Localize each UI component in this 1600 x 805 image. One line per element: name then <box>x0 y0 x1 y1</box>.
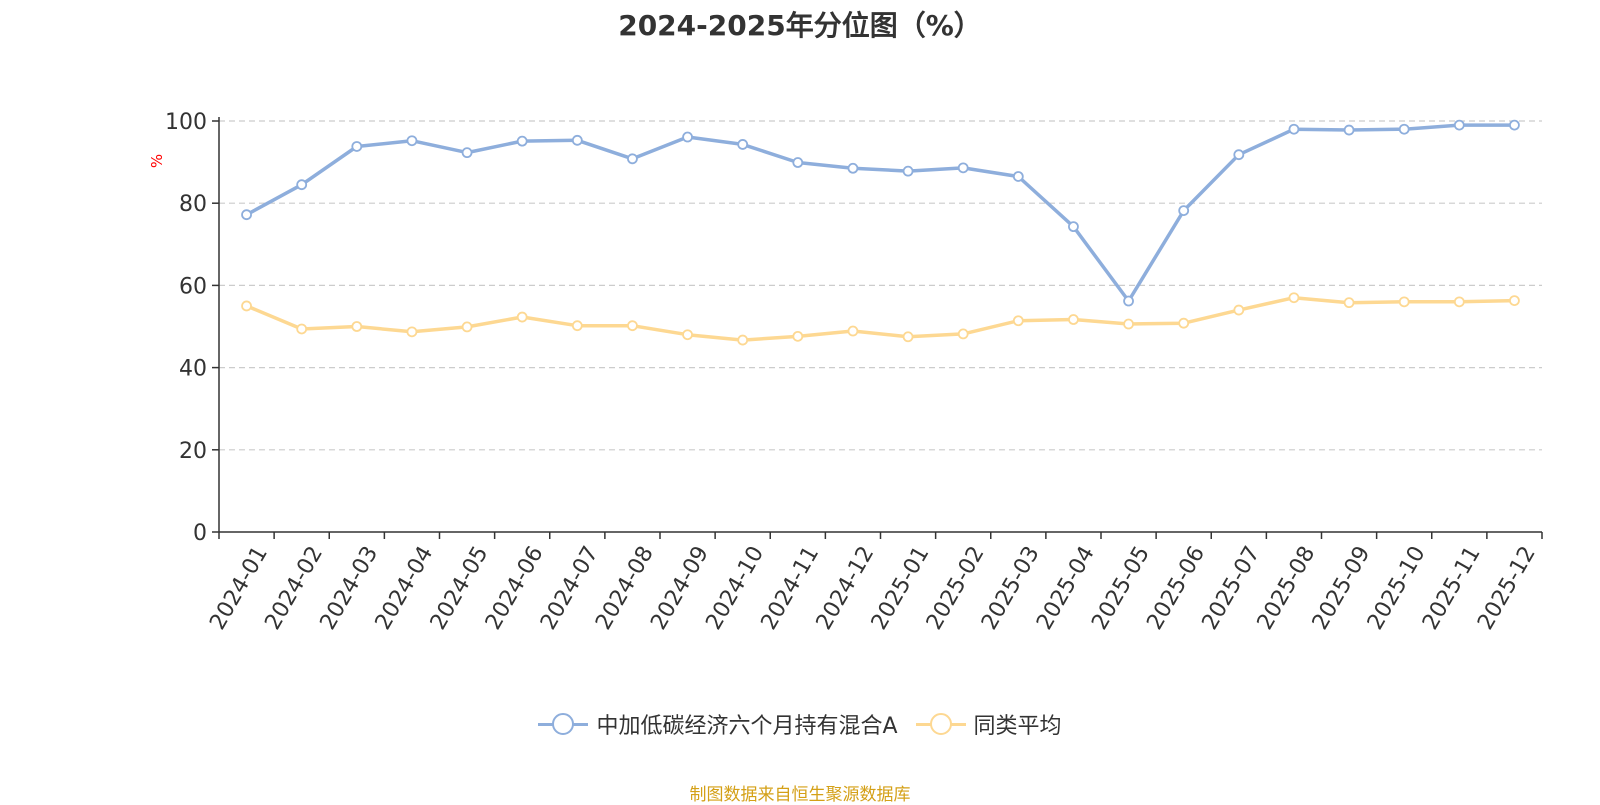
data-point-avg <box>1398 296 1410 308</box>
data-point-fund <box>571 134 583 146</box>
data-point-fund <box>1123 295 1134 307</box>
data-point-fund <box>737 139 749 150</box>
legend: 中加低碳经济六个月持有混合A 同类平均 <box>0 708 1600 740</box>
data-point-avg <box>1288 292 1300 304</box>
data-point-avg <box>406 326 418 338</box>
data-point-avg <box>737 334 749 346</box>
y-tick-label: 80 <box>179 192 207 217</box>
data-point-avg <box>792 330 804 342</box>
data-point-avg <box>1123 318 1134 330</box>
data-point-fund <box>516 135 528 147</box>
data-point-fund <box>1068 221 1079 233</box>
data-point-avg <box>957 328 969 340</box>
data-point-fund <box>957 162 969 174</box>
data-point-fund <box>902 165 914 177</box>
y-tick-label: 20 <box>179 439 207 464</box>
data-point-avg <box>847 325 859 337</box>
source-note: 制图数据来自恒生聚源数据库 <box>689 785 911 805</box>
data-point-avg <box>1068 314 1079 325</box>
data-point-avg <box>902 331 914 343</box>
data-point-avg <box>682 329 693 341</box>
y-tick-label: 60 <box>179 274 207 299</box>
chart-title: 2024-2025年分位图（%） <box>618 9 982 42</box>
data-point-fund <box>351 141 363 152</box>
data-point-fund <box>241 209 252 221</box>
data-point-fund <box>461 147 473 159</box>
axis-layer: 020406080100%2024-012024-022024-032024-0… <box>148 110 1543 634</box>
data-point-fund <box>1343 124 1355 136</box>
legend-item-avg[interactable]: 同类平均 <box>915 708 1062 740</box>
legend-avg-label: 同类平均 <box>973 714 1062 739</box>
data-point-avg <box>1343 297 1355 309</box>
data-point-avg <box>627 320 638 332</box>
y-tick-label: 40 <box>179 357 207 382</box>
data-point-avg <box>1178 317 1190 329</box>
y-tick-label: 100 <box>165 110 207 135</box>
data-point-fund <box>1398 123 1410 135</box>
data-point-avg <box>1233 304 1245 316</box>
series-layer <box>241 119 1520 346</box>
data-point-avg <box>461 321 473 333</box>
data-point-fund <box>792 157 804 168</box>
legend-avg-marker-icon <box>915 711 966 737</box>
data-point-avg <box>571 320 583 332</box>
data-point-fund <box>1012 171 1024 182</box>
legend-avg-dot <box>929 713 952 735</box>
data-point-fund <box>1509 119 1520 131</box>
data-point-fund <box>627 153 638 165</box>
grid-layer <box>219 120 1542 451</box>
y-tick-label: 0 <box>193 521 207 546</box>
data-point-avg <box>1509 295 1520 307</box>
series-line-avg <box>244 295 1517 342</box>
data-point-avg <box>1453 296 1465 308</box>
data-point-fund <box>1453 119 1465 131</box>
legend-fund-label: 中加低碳经济六个月持有混合A <box>596 714 898 739</box>
data-point-fund <box>406 135 418 147</box>
data-point-fund <box>1178 205 1190 216</box>
legend-item-fund[interactable]: 中加低碳经济六个月持有混合A <box>538 708 898 740</box>
legend-fund-dot <box>552 713 575 735</box>
data-point-avg <box>516 311 528 323</box>
data-point-fund <box>682 131 693 143</box>
data-point-fund <box>296 179 308 191</box>
data-point-avg <box>241 300 252 312</box>
data-point-fund <box>847 162 859 174</box>
series-line-fund <box>244 123 1517 303</box>
data-point-avg <box>1012 315 1024 327</box>
legend-fund-marker-icon <box>538 711 589 737</box>
data-point-fund <box>1288 123 1300 135</box>
data-point-fund <box>1233 149 1245 161</box>
data-point-avg <box>351 321 363 332</box>
data-point-avg <box>296 323 308 335</box>
y-axis-unit-label: % <box>148 154 166 168</box>
